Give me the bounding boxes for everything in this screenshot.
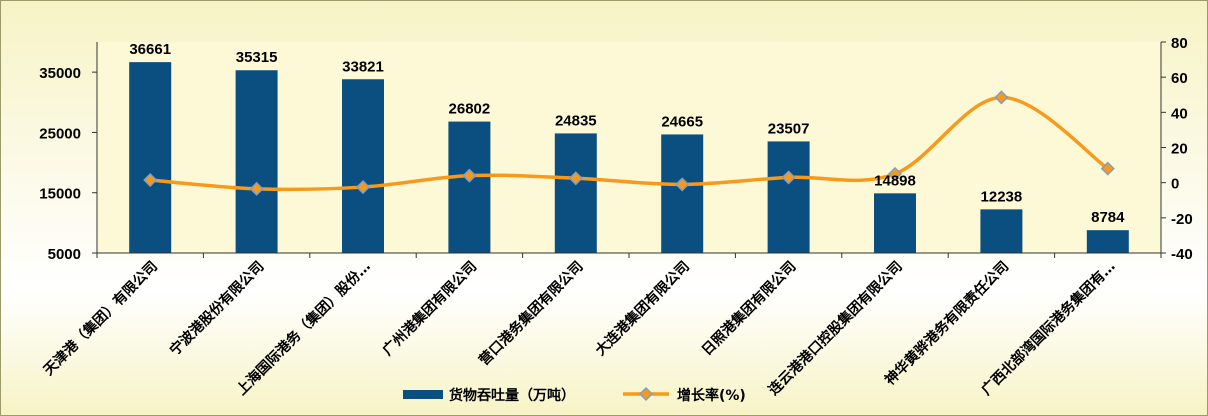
category-label: 宁波港股份有限公司	[166, 258, 267, 359]
left-tick-label: 35000	[39, 65, 81, 82]
growth-marker	[355, 180, 371, 195]
growth-marker	[994, 90, 1009, 105]
bar	[661, 134, 704, 253]
category-label: 营口港务集团有限公司	[476, 258, 587, 369]
growth-marker	[887, 166, 903, 181]
growth-marker	[675, 177, 690, 192]
data-label: 26802	[449, 101, 491, 118]
growth-line	[150, 95, 1109, 192]
category-label: 大连港集团有限公司	[592, 258, 693, 359]
data-label: 24835	[555, 112, 597, 129]
data-label: 24665	[661, 113, 703, 130]
bar	[342, 79, 384, 253]
left-tick-label: 5000	[48, 246, 81, 263]
line-layer	[143, 90, 1115, 196]
legend-line-label: 增长率(%)	[677, 387, 746, 404]
bar	[448, 121, 491, 253]
category-label: 广州港集团有限公司	[379, 258, 480, 359]
bar	[129, 62, 172, 254]
legend-bar-label: 货物吞吐量（万吨）	[448, 387, 575, 404]
growth-marker	[781, 170, 796, 185]
left-tick-label: 15000	[39, 186, 81, 203]
growth-marker	[1100, 161, 1115, 176]
growth-marker	[568, 171, 583, 186]
right-tick-label: 20	[1171, 141, 1188, 158]
category-label: 天津港（集团）有限公司	[40, 258, 161, 379]
growth-marker	[143, 172, 158, 188]
right-tick-label: 80	[1171, 35, 1188, 52]
right-tick-label: -40	[1171, 246, 1193, 263]
growth-marker	[249, 181, 264, 196]
left-tick-label: 25000	[39, 125, 81, 142]
legend: 货物吞吐量（万吨） 增长率(%)	[403, 386, 746, 404]
right-tick-label: 0	[1171, 176, 1179, 193]
data-label: 33821	[342, 58, 384, 75]
axes-layer: 5000 15000 25000 35000 -40 -20 0 20 40 60 80	[39, 35, 1192, 263]
data-label: 36661	[129, 41, 171, 58]
bar	[235, 70, 278, 253]
bars-layer	[129, 62, 1129, 254]
bar	[874, 193, 916, 253]
bar	[767, 141, 810, 253]
category-label: 日照港集团有限公司	[698, 258, 799, 359]
data-label: 35315	[236, 49, 278, 66]
right-tick-label: -20	[1171, 211, 1193, 228]
data-label: 14898	[874, 172, 916, 189]
category-label: 神华黄骅港务有限责任公司	[881, 258, 1012, 389]
bar	[554, 133, 597, 253]
right-tick-label: 40	[1171, 105, 1188, 122]
data-label: 12238	[981, 188, 1023, 205]
data-label: 23507	[768, 120, 810, 137]
legend-line-marker	[638, 386, 654, 402]
legend-bar-swatch	[403, 390, 443, 399]
data-labels-layer: 36661 35315 33821 26802 24835 24665 23507 14898…	[129, 41, 1125, 226]
bar	[1086, 230, 1129, 253]
bar	[980, 209, 1023, 253]
growth-marker	[462, 168, 477, 183]
right-tick-label: 60	[1171, 70, 1188, 87]
data-label: 8784	[1091, 209, 1125, 226]
